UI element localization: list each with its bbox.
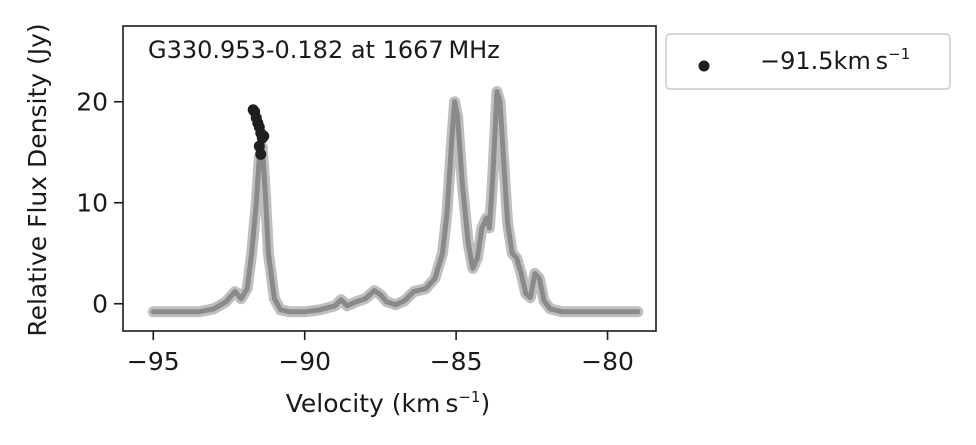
data-point [258, 130, 270, 142]
plot-frame [122, 25, 657, 332]
x-tick-label: −95 [127, 347, 180, 376]
y-axis-title: Relative Flux Density (Jy) [23, 23, 52, 336]
data-point [255, 148, 267, 160]
x-tick-label: −90 [278, 347, 331, 376]
y-tick-label: 10 [76, 189, 108, 218]
x-tick-label: −85 [430, 347, 483, 376]
spectrum-line [150, 89, 641, 315]
x-axis-title-suffix: ) [480, 389, 490, 418]
spectrum-band [147, 86, 644, 318]
y-axis-ticks: 0 10 20 [76, 88, 123, 319]
x-axis-ticks: −95 −90 −85 −80 [127, 331, 634, 376]
legend-box [665, 33, 951, 90]
legend-label: −91.5km s−1 [760, 45, 910, 75]
x-tick-label: −80 [581, 347, 634, 376]
legend: −91.5km s−1 [665, 33, 951, 90]
x-axis-title-main: Velocity (km s [286, 389, 459, 418]
spectrum-layer [147, 86, 644, 318]
legend-marker [698, 60, 710, 72]
y-tick-label: 0 [92, 290, 108, 319]
y-tick-label: 20 [76, 88, 108, 117]
feature-markers [247, 104, 270, 160]
x-axis-title: Velocity (km s−1) [286, 388, 491, 418]
x-axis-title-sup: −1 [458, 388, 480, 406]
chart-title: G330.953-0.182 at 1667 MHz [148, 36, 500, 64]
legend-label-main: −91.5km s [760, 47, 888, 75]
legend-label-sup: −1 [888, 45, 910, 63]
